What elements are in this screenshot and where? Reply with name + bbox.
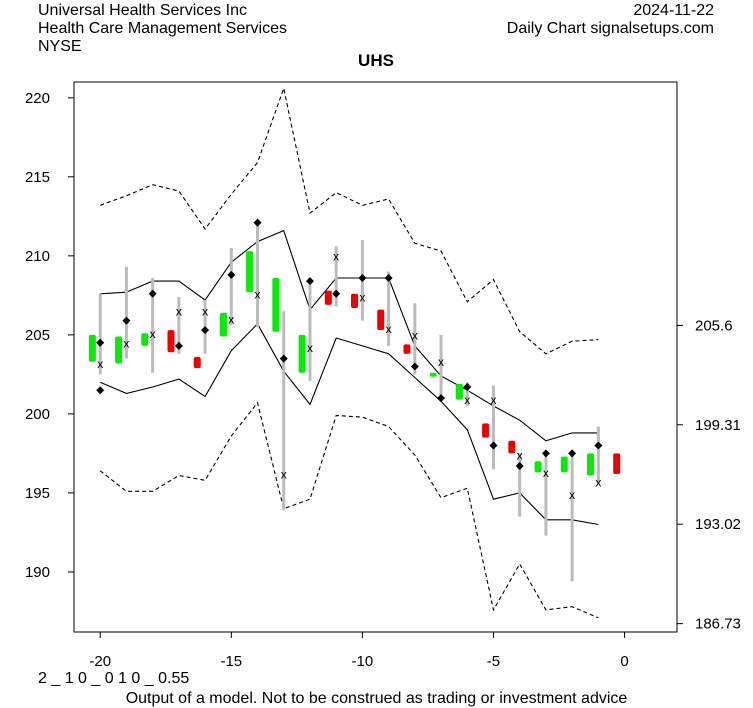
y-tick-label-left: 220 xyxy=(25,90,50,107)
y-tick-label-right: 205.6 xyxy=(695,317,733,334)
upper-diamond-marker xyxy=(227,270,236,279)
x-marker: x xyxy=(202,305,208,319)
candle-body xyxy=(534,461,542,473)
y-tick-label-left: 210 xyxy=(25,248,50,265)
x-marker: x xyxy=(255,287,261,301)
plot-frame xyxy=(73,81,678,633)
chart-title: UHS xyxy=(358,51,394,70)
upper-diamond-marker xyxy=(384,273,393,282)
candle-body xyxy=(351,293,359,309)
upper-diamond-marker xyxy=(489,441,498,450)
x-marker: x xyxy=(490,393,496,407)
candle-body xyxy=(115,336,123,364)
y-tick-label-left: 190 xyxy=(25,564,50,581)
x-marker: x xyxy=(412,328,418,342)
y-tick-label-right: 199.31 xyxy=(695,417,741,434)
x-marker: x xyxy=(176,305,182,319)
upper-diamond-marker xyxy=(279,354,288,363)
candle-body xyxy=(193,357,201,369)
y-tick-label-left: 200 xyxy=(25,406,50,423)
chart-date: 2024-11-22 xyxy=(633,2,714,19)
x-marker: x xyxy=(307,341,313,355)
upper-diamond-marker xyxy=(463,383,472,392)
upper-diamond-marker xyxy=(201,326,210,335)
x-marker: x xyxy=(97,357,103,371)
candle-body xyxy=(482,423,490,438)
upper-diamond-marker xyxy=(305,277,314,286)
band-line-3 xyxy=(99,401,599,619)
x-marker: x xyxy=(281,467,287,481)
x-marker: x xyxy=(464,393,470,407)
candle-body xyxy=(298,334,306,373)
x-tick-label: -5 xyxy=(487,653,500,670)
x-marker: x xyxy=(150,327,156,341)
candle-body xyxy=(167,330,175,353)
candle-body xyxy=(403,344,411,354)
chart-source: Daily Chart signalsetups.com xyxy=(506,20,714,37)
y-tick-label-left: 195 xyxy=(25,485,50,502)
x-tick-label: 0 xyxy=(620,653,628,670)
band-line-1 xyxy=(99,322,599,526)
upper-diamond-marker xyxy=(148,289,157,298)
candle-body xyxy=(613,453,621,474)
candle-body xyxy=(88,334,96,362)
candle-body xyxy=(141,333,149,346)
upper-diamond-marker xyxy=(568,449,577,458)
candle-body xyxy=(560,456,568,473)
lower-diamond-marker xyxy=(96,386,105,395)
candle-body xyxy=(246,251,254,293)
company-name: Universal Health Services Inc xyxy=(38,2,247,19)
candle-body xyxy=(455,383,463,400)
y-tick-label-left: 205 xyxy=(25,327,50,344)
x-marker: x xyxy=(438,355,444,369)
candle-body xyxy=(586,453,594,476)
upper-diamond-marker xyxy=(96,338,105,347)
x-tick-label: -10 xyxy=(352,653,374,670)
sector-name: Health Care Management Services xyxy=(38,20,288,37)
y-tick-label-right: 193.02 xyxy=(695,516,741,533)
x-marker: x xyxy=(595,475,601,489)
x-marker: x xyxy=(386,322,392,336)
upper-diamond-marker xyxy=(515,462,524,471)
upper-diamond-marker xyxy=(253,218,262,227)
upper-diamond-marker xyxy=(541,449,550,458)
band-line-2 xyxy=(100,86,599,355)
upper-diamond-marker xyxy=(594,441,603,450)
upper-diamond-marker xyxy=(437,394,446,403)
x-tick-label: -20 xyxy=(89,653,111,670)
disclaimer: Output of a model. Not to be construed a… xyxy=(125,690,628,707)
x-marker: x xyxy=(517,448,523,462)
x-marker: x xyxy=(359,290,365,304)
candle-body xyxy=(377,309,385,331)
x-marker: x xyxy=(569,488,575,502)
band-line-0 xyxy=(100,229,599,442)
upper-diamond-marker xyxy=(174,341,183,350)
x-marker: x xyxy=(228,313,234,327)
upper-diamond-marker xyxy=(410,362,419,371)
candle-body xyxy=(508,440,516,454)
upper-diamond-marker xyxy=(358,273,367,282)
exchange-name: NYSE xyxy=(38,38,82,55)
x-tick-label: -15 xyxy=(220,653,242,670)
candle-body xyxy=(429,372,437,377)
upper-diamond-marker xyxy=(122,316,131,325)
candle-body xyxy=(219,312,227,337)
candle-body xyxy=(324,290,332,305)
y-tick-label-left: 215 xyxy=(25,169,50,186)
candle-body xyxy=(272,277,280,332)
upper-diamond-marker xyxy=(332,289,341,298)
x-marker: x xyxy=(333,249,339,263)
model-code: 2 _ 1 0 _ 0 1 0 _ 0.55 xyxy=(38,670,190,687)
x-marker: x xyxy=(123,336,129,350)
y-tick-label-right: 186.73 xyxy=(695,616,741,633)
x-marker: x xyxy=(543,466,549,480)
